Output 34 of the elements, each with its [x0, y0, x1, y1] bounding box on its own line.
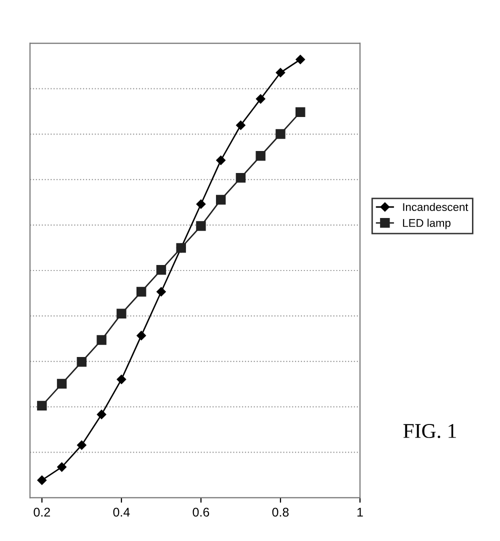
point — [236, 172, 246, 183]
point — [116, 374, 126, 384]
point — [156, 264, 166, 275]
x-tick-label: 0.6 — [192, 508, 210, 517]
point — [216, 156, 226, 165]
point — [296, 107, 306, 117]
point — [256, 151, 266, 161]
point — [116, 308, 126, 319]
x-tick-label: 0.4 — [113, 508, 130, 517]
point — [256, 94, 266, 104]
x-tick-label: 1 — [357, 508, 363, 516]
point — [37, 400, 47, 411]
point — [196, 221, 206, 231]
point — [276, 129, 286, 139]
point — [216, 194, 226, 205]
point — [57, 462, 66, 472]
point — [276, 68, 286, 78]
point — [136, 330, 146, 340]
point — [296, 54, 305, 64]
point — [96, 410, 106, 420]
point — [77, 440, 86, 450]
caption: FIG. 1 — [403, 424, 456, 438]
legend-label: Incandescent — [403, 202, 468, 211]
point — [56, 378, 67, 389]
point — [196, 199, 206, 209]
point — [236, 120, 246, 130]
x-tick-label: 0.2 — [34, 508, 50, 517]
legend-label: LED lamp — [403, 218, 450, 230]
x-tick-label: 0.8 — [272, 508, 289, 517]
point — [156, 287, 166, 296]
point — [96, 335, 106, 345]
point — [136, 286, 146, 297]
point — [76, 357, 87, 367]
point — [37, 476, 47, 485]
